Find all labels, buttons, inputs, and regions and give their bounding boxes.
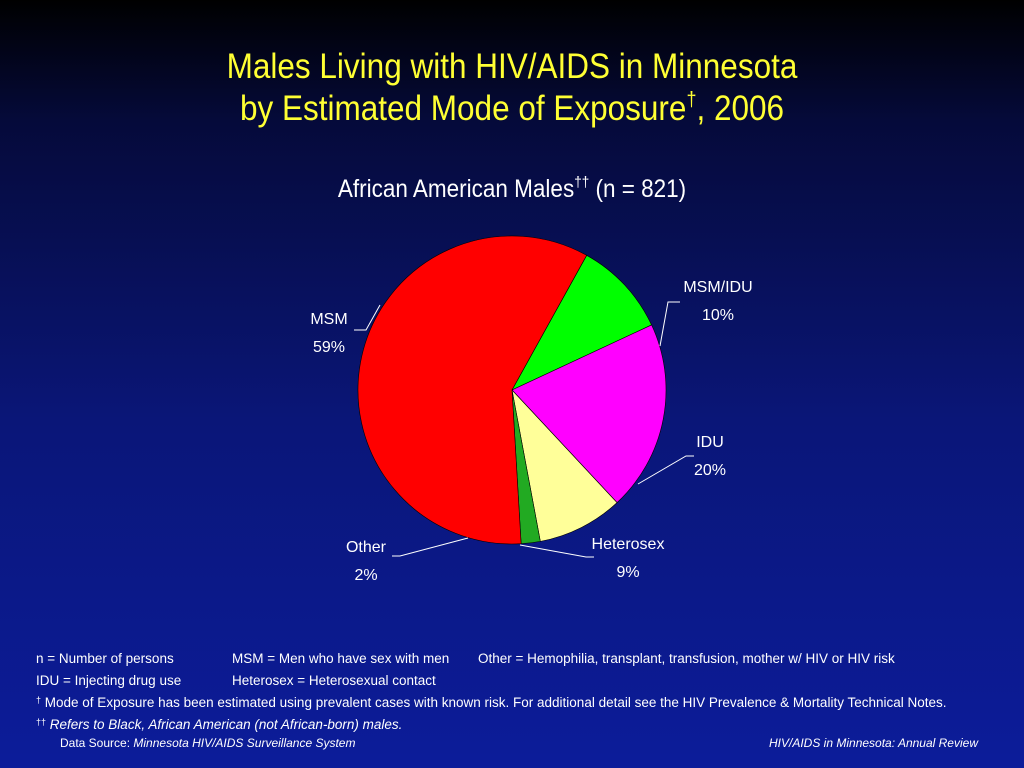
note-other-definition: Other = Hemophilia, transplant, transfus… [478, 651, 895, 666]
leader-line-idu [637, 455, 694, 485]
pie-slices [357, 235, 667, 545]
footnote-double-dagger: †† Refers to Black, African American (no… [36, 714, 996, 736]
data-source: Data Source: Minnesota HIV/AIDS Surveill… [60, 736, 355, 750]
slice-value-idu: 20% [694, 462, 726, 479]
dagger-mark: † [36, 695, 42, 705]
note-idu-definition: IDU = Injecting drug use [36, 673, 182, 688]
slice-value-msm-idu: 10% [702, 307, 734, 324]
note-n-definition: n = Number of persons [36, 651, 174, 666]
slice-value-heterosex: 9% [616, 564, 639, 581]
slice-label-msm: MSM [310, 311, 347, 328]
report-name: HIV/AIDS in Minnesota: Annual Review [769, 736, 978, 750]
subtitle-double-dagger: †† [574, 174, 590, 191]
data-source-label: Data Source: [60, 736, 131, 750]
title-dagger: † [686, 89, 697, 111]
dagger-text: Mode of Exposure has been estimated usin… [44, 695, 947, 710]
double-dagger-mark: †† [36, 717, 47, 727]
pie-slice-heterosex [511, 389, 618, 542]
note-msm-definition: MSM = Men who have sex with men [232, 651, 450, 666]
subtitle-count: (n = 821) [589, 175, 687, 203]
slice-label-msm-idu: MSM/IDU [683, 279, 752, 296]
title-line-2-text: by Estimated Mode of Exposure [239, 89, 687, 128]
leader-line-heterosex [519, 544, 594, 558]
title-line-2: by Estimated Mode of Exposure†, 2006 [51, 88, 973, 130]
pie-slice-msm [357, 235, 588, 545]
note-heterosex-definition: Heterosex = Heterosexual contact [232, 673, 436, 688]
title-year: , 2006 [696, 89, 785, 128]
pie-chart: MSM/IDU 10% IDU 20% Heterosex 9% Other 2% MSM 59% [310, 235, 752, 584]
pie-slice-msm-idu [511, 254, 652, 391]
slice-value-msm: 59% [313, 339, 345, 356]
footnote-row-1: n = Number of persons MSM = Men who have … [36, 648, 996, 670]
leader-line-msm-idu [659, 301, 680, 347]
double-dagger-text: Refers to Black, African American (not A… [49, 717, 403, 732]
slice-label-idu: IDU [696, 434, 724, 451]
footnotes: n = Number of persons MSM = Men who have … [36, 648, 996, 736]
slice-value-other: 2% [354, 567, 377, 584]
title-line-1: Males Living with HIV/AIDS in Minnesota [226, 47, 798, 86]
slice-label-other: Other [346, 539, 387, 556]
footnote-dagger: † Mode of Exposure has been estimated us… [36, 692, 996, 714]
leader-line-msm [354, 304, 381, 331]
slide-title: Males Living with HIV/AIDS in Minnesota … [51, 46, 973, 130]
slice-label-heterosex: Heterosex [592, 536, 665, 553]
leader-line-other [392, 537, 469, 557]
footnote-row-2: IDU = Injecting drug use Heterosex = Hete… [36, 670, 996, 692]
pie-slice-idu [511, 324, 667, 504]
data-source-value: Minnesota HIV/AIDS Surveillance System [133, 736, 356, 750]
chart-subtitle: African American Males†† (n = 821) [51, 173, 973, 205]
subtitle-text: African American Males [337, 175, 575, 203]
